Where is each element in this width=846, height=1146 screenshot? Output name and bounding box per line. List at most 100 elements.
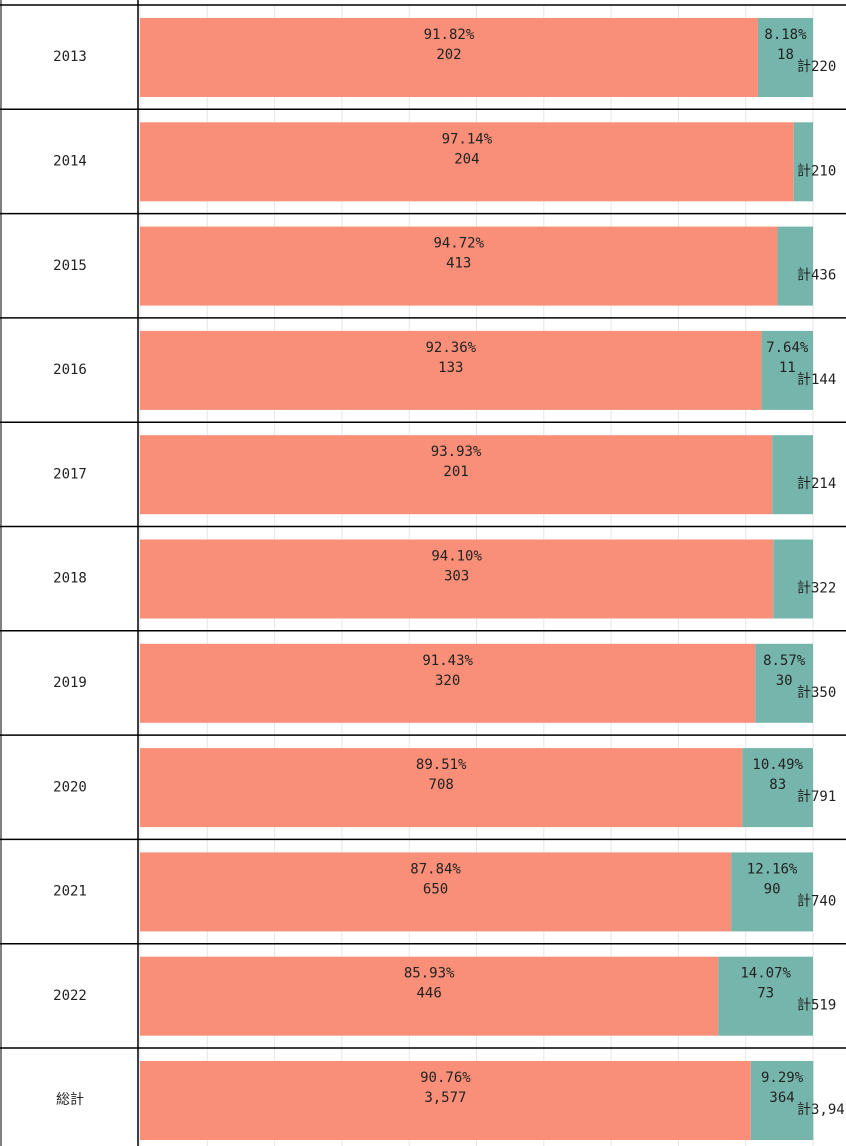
bar-segment	[777, 226, 813, 306]
percent-label: 92.36%	[426, 340, 477, 356]
percent-label: 7.64%	[766, 340, 809, 356]
total-label: 計791	[797, 789, 836, 805]
total-prefix: 計	[797, 893, 811, 909]
row-label: 2016	[53, 362, 87, 378]
percent-label: 90.76%	[420, 1070, 471, 1086]
count-label: 133	[438, 360, 463, 376]
total-value: 740	[811, 893, 836, 909]
total-prefix: 計	[797, 59, 811, 75]
row-label: 2013	[53, 49, 87, 65]
percent-label: 97.14%	[442, 131, 493, 147]
percent-label: 91.82%	[424, 27, 475, 43]
bar-segment	[140, 539, 774, 619]
count-label: 11	[779, 360, 796, 376]
bar-segment	[742, 748, 813, 828]
bar-segment	[140, 435, 773, 515]
row-label: 2021	[53, 884, 87, 900]
percent-label: 8.18%	[764, 27, 807, 43]
total-prefix: 計	[797, 372, 811, 388]
bar-segment	[140, 122, 794, 202]
count-label: 320	[435, 673, 460, 689]
count-label: 708	[429, 777, 454, 793]
total-value: 3,941	[811, 1102, 846, 1118]
bar-segment	[755, 643, 813, 723]
total-label: 計350	[797, 685, 836, 701]
percent-label: 94.72%	[433, 236, 484, 252]
total-label: 計740	[797, 893, 836, 909]
total-prefix: 計	[797, 581, 811, 597]
bar-segment	[718, 956, 813, 1036]
row-label: 2019	[53, 675, 87, 691]
row-label: 2015	[53, 258, 87, 274]
bar-segment	[140, 643, 756, 723]
bar-segment	[140, 748, 743, 828]
bar-segment	[750, 1061, 814, 1140]
count-label: 364	[769, 1090, 794, 1106]
count-label: 83	[769, 777, 786, 793]
percent-label: 85.93%	[404, 966, 455, 982]
percent-label: 91.43%	[422, 653, 473, 669]
count-label: 90	[764, 881, 781, 897]
percent-label: 9.29%	[761, 1070, 804, 1086]
row-label: 2014	[53, 153, 87, 169]
total-value: 519	[811, 998, 836, 1014]
count-label: 18	[777, 47, 794, 63]
total-prefix: 計	[797, 998, 811, 1014]
total-prefix: 計	[797, 1102, 811, 1118]
row-label: 2020	[53, 779, 87, 795]
percent-label: 8.57%	[763, 653, 806, 669]
percent-label: 94.10%	[431, 549, 482, 565]
total-label: 計3,941	[797, 1102, 846, 1118]
total-prefix: 計	[797, 789, 811, 805]
row-label: 2018	[53, 571, 87, 587]
row-label: 2022	[53, 988, 87, 1004]
bar-segment	[140, 18, 758, 97]
bar-segment	[140, 330, 762, 410]
total-label: 計214	[797, 476, 836, 492]
row-label: 2017	[53, 466, 87, 482]
count-label: 204	[454, 151, 479, 167]
count-label: 73	[757, 986, 774, 1002]
total-value: 322	[811, 581, 836, 597]
total-label: 計322	[797, 581, 836, 597]
bar-segment	[761, 330, 813, 410]
total-prefix: 計	[797, 163, 811, 179]
count-label: 202	[436, 47, 461, 63]
percent-label: 93.93%	[431, 444, 482, 460]
count-label: 201	[443, 464, 468, 480]
total-value: 350	[811, 685, 836, 701]
total-prefix: 計	[797, 476, 811, 492]
count-label: 3,577	[424, 1090, 466, 1106]
total-value: 436	[811, 268, 836, 284]
total-label: 計519	[797, 998, 836, 1014]
bar-segment	[140, 852, 732, 932]
row-label: 総計	[56, 1092, 84, 1108]
total-label: 計220	[797, 59, 836, 75]
bar-segment	[757, 18, 813, 97]
bar-segment	[731, 852, 813, 932]
count-label: 650	[423, 881, 448, 897]
bar-segment	[793, 122, 813, 202]
percent-label: 87.84%	[410, 861, 461, 877]
count-label: 303	[444, 569, 469, 585]
bar-segment	[772, 435, 813, 515]
total-value: 214	[811, 476, 836, 492]
percent-label: 12.16%	[747, 861, 798, 877]
total-label: 計144	[797, 372, 836, 388]
count-label: 30	[776, 673, 793, 689]
total-prefix: 計	[797, 685, 811, 701]
total-label: 計210	[797, 163, 836, 179]
bar-segment	[140, 956, 719, 1036]
percent-label: 10.49%	[752, 757, 803, 773]
percent-label: 89.51%	[416, 757, 467, 773]
total-value: 210	[811, 163, 836, 179]
total-value: 144	[811, 372, 836, 388]
count-label: 446	[417, 986, 442, 1002]
total-label: 計436	[797, 268, 836, 284]
count-label: 413	[446, 256, 471, 272]
total-value: 220	[811, 59, 836, 75]
bar-segment	[773, 539, 813, 619]
bar-segment	[140, 226, 778, 306]
percent-label: 14.07%	[740, 966, 791, 982]
